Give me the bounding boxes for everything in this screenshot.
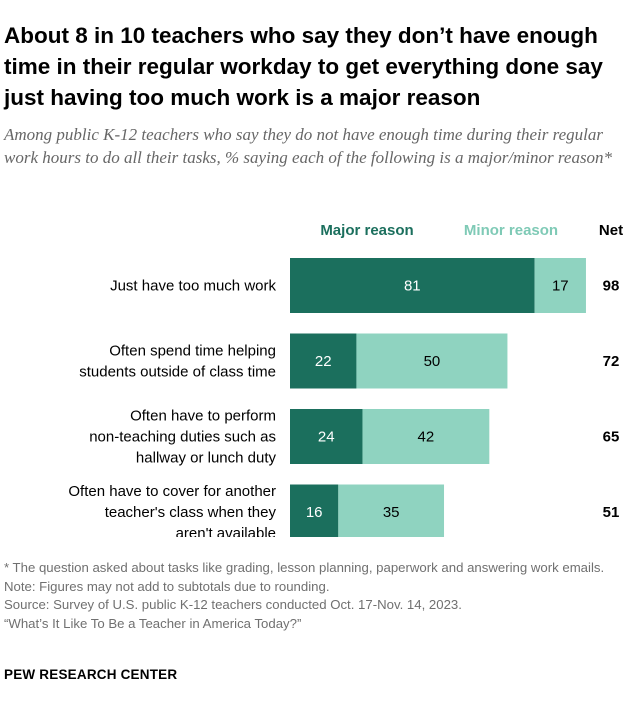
category-label: Often have to cover for another	[68, 483, 276, 500]
pew-logo-text: PEW RESEARCH CENTER	[4, 667, 178, 682]
bar-major-value: 24	[318, 429, 335, 446]
bar-major-reason	[290, 333, 357, 389]
category-label: hallway or lunch duty	[136, 450, 277, 467]
legend-minor-reason: Minor reason	[464, 222, 558, 239]
category-label: Often spend time helping	[109, 343, 276, 360]
category-label: Just have too much work	[110, 278, 276, 295]
bar-major-reason	[290, 484, 339, 537]
bar-minor-value: 35	[383, 504, 400, 521]
bar-minor-reason	[362, 409, 490, 464]
bar-major-reason	[290, 258, 535, 313]
bar-minor-value: 50	[424, 353, 441, 370]
category-label: students outside of class time	[79, 364, 276, 381]
footnote-rounding: Note: Figures may not add to subtotals d…	[4, 578, 330, 594]
legend-major-reason: Major reason	[320, 222, 413, 239]
category-label: Often have to perform	[130, 408, 276, 425]
net-header: Net	[599, 222, 623, 239]
bar-minor-reason	[338, 484, 445, 537]
bar-major-value: 81	[404, 278, 421, 295]
chart-subtitle: Among public K-12 teachers who say they …	[4, 125, 613, 167]
bar-major-value: 22	[315, 353, 332, 370]
bar-minor-value: 17	[552, 278, 569, 295]
bar-major-value: 16	[306, 504, 323, 521]
category-label: teacher's class when they	[105, 504, 277, 521]
report-title: “What’s It Like To Be a Teacher in Ameri…	[4, 615, 302, 631]
bar-minor-value: 42	[418, 429, 435, 446]
category-label: non-teaching duties such as	[89, 429, 276, 446]
source-note: Source: Survey of U.S. public K-12 teach…	[4, 597, 462, 612]
bar-major-reason	[290, 409, 363, 464]
chart-title: About 8 in 10 teachers who say they don’…	[4, 23, 603, 110]
bar-minor-reason	[356, 333, 508, 389]
net-value: 51	[603, 504, 620, 521]
net-value: 98	[603, 278, 620, 295]
net-value: 65	[603, 429, 620, 446]
net-value: 72	[603, 353, 620, 370]
category-label: aren't available	[176, 525, 276, 537]
chart-footer: * The question asked about tasks like gr…	[4, 559, 632, 633]
footnote-asterisk: * The question asked about tasks like gr…	[4, 560, 605, 575]
bar-minor-reason	[534, 258, 586, 313]
stacked-bar-chart: Major reason Minor reason Net Just have too…	[68, 222, 623, 537]
